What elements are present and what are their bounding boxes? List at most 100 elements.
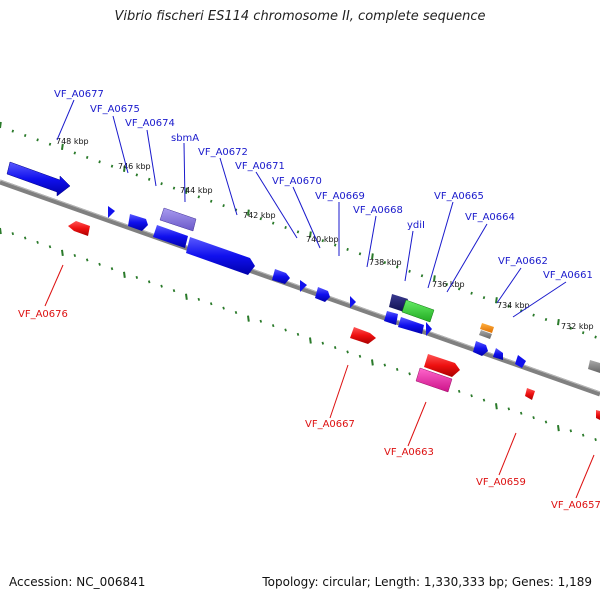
gene-feature[interactable] [596,410,600,420]
gene-feature[interactable] [128,214,148,231]
gene-label[interactable]: ydiI [407,220,425,231]
gene-label[interactable]: VF_A0669 [315,191,365,202]
gene-feature[interactable] [424,354,460,377]
scale-tick [135,173,139,177]
scale-tick [48,142,52,146]
scale-tick [197,297,201,301]
gene-label[interactable]: VF_A0670 [272,176,322,187]
scale-tick [98,160,101,164]
scale-tick [532,313,535,317]
gene-feature[interactable] [186,237,255,275]
tick-label: 738 kbp [369,258,402,267]
gene-feature[interactable] [415,367,453,393]
gene-label[interactable]: VF_A0659 [476,477,526,488]
scale-tick [36,138,39,142]
gene-label[interactable]: VF_A0667 [305,419,355,430]
scale-tick [495,297,498,304]
gene-label[interactable]: VF_A0674 [125,118,175,129]
gene-label[interactable]: VF_A0668 [353,205,403,216]
scale-tick [284,225,287,230]
gene-feature[interactable] [315,287,330,302]
scale-tick [11,232,15,236]
tick-label: 740 kbp [306,235,339,244]
gene-feature[interactable] [480,323,494,333]
gene-label[interactable]: sbmA [171,133,199,144]
scale-rails [0,121,597,442]
scale-tick [569,326,573,330]
scale-tick [160,182,163,186]
gene-label[interactable]: VF_A0677 [54,89,104,100]
gene-feature[interactable] [398,317,424,334]
scale-tick [457,287,461,291]
gene-feature[interactable] [300,280,307,292]
scale-tick [247,315,250,322]
scale-tick [408,372,411,376]
gene-label[interactable]: VF_A0663 [384,447,434,458]
tick-label: 748 kbp [56,137,89,146]
gene-label[interactable]: VF_A0671 [235,161,285,172]
gene-feature[interactable] [153,225,188,248]
scale-tick [259,217,263,221]
scale-tick [160,284,163,288]
scale-tick [482,398,486,402]
scale-tick [495,403,498,410]
gene-feature[interactable] [108,206,115,218]
scale-tick [371,359,374,366]
scale-tick [544,420,548,424]
scale-tick [333,243,337,247]
gene-feature[interactable] [493,348,503,360]
scale-tick [395,367,399,371]
scale-tick [482,296,486,300]
scale-tick [383,261,387,265]
gene-label[interactable]: VF_A0661 [543,270,593,281]
gene-feature[interactable] [473,341,488,356]
gene-feature[interactable] [384,311,398,325]
gene-feature[interactable] [159,207,197,232]
tick-labels: 748 kbp 746 kbp 744 kbp 742 kbp 740 kbp … [56,137,594,331]
scale-tick [209,199,213,203]
gene-feature[interactable] [272,269,290,284]
scale-tick [73,254,77,258]
gene-feature[interactable] [525,388,535,400]
scale-tick [594,438,597,442]
gene-feature[interactable] [68,221,90,236]
gene-label[interactable]: VF_A0664 [465,212,515,223]
gene-feature[interactable] [350,296,356,308]
scale-tick [309,337,312,344]
scale-tick [222,306,225,310]
gene-feature[interactable] [479,330,492,339]
topology-summary: Topology: circular; Length: 1,330,333 bp… [262,575,592,589]
scale-tick [445,282,449,287]
scale-tick [346,247,349,251]
gene-label[interactable]: VF_A0675 [90,104,140,115]
scale-tick [48,245,52,249]
gene-label[interactable]: VF_A0676 [18,309,68,320]
gene-label[interactable]: VF_A0657 [551,500,600,511]
tick-label: 732 kbp [561,322,594,331]
scale-tick [247,209,250,216]
scale-tick [470,394,473,398]
scale-tick [185,187,188,194]
gene-feature[interactable] [6,161,71,197]
scale-tick [271,324,275,328]
scale-tick [532,416,535,420]
scale-tick [519,411,523,415]
gene-feature[interactable] [588,360,600,373]
tick-label: 734 kbp [497,301,530,310]
gene-label[interactable]: VF_A0672 [198,147,248,158]
tick-label: 746 kbp [118,162,151,171]
scale-tick [36,240,39,244]
gene-label[interactable]: VF_A0665 [434,191,484,202]
gene-feature[interactable] [350,327,376,344]
map-title: Vibrio fischeri ES114 chromosome II, com… [114,9,486,24]
scale-tick [594,335,597,339]
scale-tick [123,271,126,278]
gene-feature[interactable] [401,299,435,323]
scale-tick [284,328,287,332]
gene-label[interactable]: VF_A0662 [498,256,548,267]
gene-feature[interactable] [426,322,432,336]
accession-text: Accession: NC_006841 [9,575,146,589]
gene-feature[interactable] [515,355,526,368]
